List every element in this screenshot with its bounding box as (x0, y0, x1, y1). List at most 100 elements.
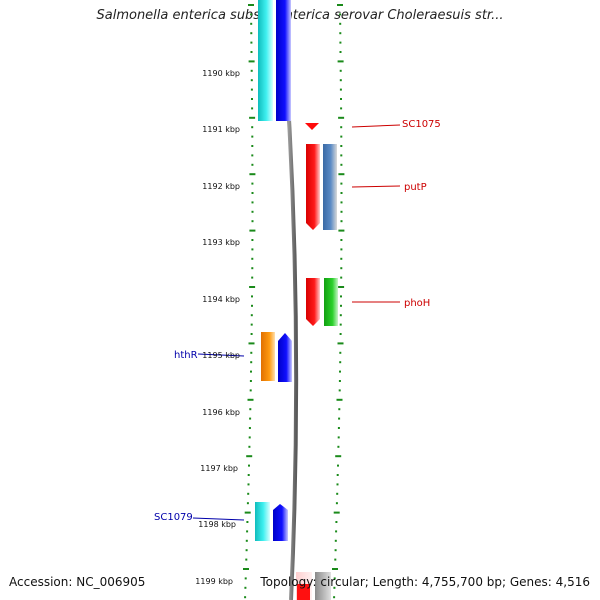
tick-mark (339, 333, 342, 335)
scale-label: 1198 kbp (198, 520, 236, 529)
gene-feature-cyan-1[interactable] (258, 0, 273, 121)
tick-mark (246, 502, 249, 505)
gene-feature-cyan-sc1079[interactable] (255, 502, 270, 541)
tick-track-right (332, 4, 345, 599)
tick-mark (337, 445, 340, 448)
gene-feature-red-bottom[interactable] (297, 584, 310, 600)
gene-label-phoH[interactable]: phoH (404, 298, 430, 309)
tick-mark (250, 32, 253, 35)
tick-mark (339, 69, 342, 72)
tick-mark (250, 314, 253, 317)
gene-feature-red-sc1075[interactable] (305, 123, 319, 130)
tick-mark (334, 549, 337, 552)
tick-mark (333, 586, 336, 589)
gene-label-sc1079[interactable]: SC1079 (154, 512, 193, 523)
tick-mark (334, 558, 337, 561)
tick-mark (333, 596, 336, 599)
scale-label: 1199 kbp (195, 577, 233, 586)
gene-label-sc1075[interactable]: SC1075 (402, 119, 441, 130)
tick-mark (337, 4, 343, 6)
tick-mark (251, 267, 254, 270)
tick-mark (333, 577, 336, 580)
tick-mark (249, 229, 256, 232)
left-strand-features (255, 0, 292, 541)
tick-mark (251, 248, 254, 251)
tick-mark (251, 107, 254, 110)
tick-mark (248, 445, 251, 448)
gene-feature-orange-hthR[interactable] (261, 332, 275, 381)
tick-mark (338, 380, 341, 382)
tick-mark (333, 511, 340, 514)
tick-mark (249, 417, 252, 420)
gene-label-putP[interactable]: putP (404, 182, 427, 193)
tick-mark (248, 4, 254, 6)
tick-mark (339, 323, 342, 326)
tick-mark (244, 586, 247, 589)
tick-mark (339, 361, 342, 364)
scale-label: 1194 kbp (202, 295, 240, 304)
tick-mark (243, 568, 249, 570)
tick-mark (340, 304, 342, 307)
gene-feature-red-phoH[interactable] (306, 278, 320, 326)
tick-mark (340, 163, 343, 166)
tick-mark (340, 276, 343, 279)
gene-feature-steel-1[interactable] (323, 144, 337, 230)
tick-mark (340, 257, 343, 260)
tick-mark (250, 22, 253, 25)
tick-mark (249, 286, 256, 288)
tick-mark (339, 41, 342, 44)
tick-mark (246, 455, 253, 458)
gene-feature-green-1[interactable] (324, 278, 338, 326)
tick-mark (338, 116, 345, 119)
tick-mark (251, 135, 254, 138)
tick-mark (247, 474, 250, 476)
tick-mark (339, 51, 342, 53)
tick-mark (338, 408, 341, 411)
label-connectors (192, 124, 401, 521)
tick-mark (340, 220, 343, 223)
gene-feature-blue-1[interactable] (276, 0, 291, 121)
tick-mark (336, 492, 339, 495)
tick-mark (251, 304, 253, 307)
tick-mark (248, 464, 250, 467)
topology-summary: Topology: circular; Length: 4,755,700 bp… (260, 575, 590, 589)
scale-label: 1197 kbp (200, 464, 238, 473)
tick-mark (251, 295, 253, 298)
tick-mark (339, 13, 342, 16)
scale-label: 1192 kbp (202, 182, 240, 191)
tick-mark (245, 539, 248, 542)
gene-feature-blue-3[interactable] (273, 504, 288, 541)
tick-mark (340, 295, 342, 298)
tick-mark (340, 201, 343, 204)
tick-mark (246, 530, 249, 533)
tick-mark (249, 380, 252, 382)
tick-mark (251, 145, 254, 147)
tick-mark (248, 342, 255, 345)
tick-mark (250, 361, 253, 364)
gene-feature-grey-bottom[interactable] (315, 572, 331, 600)
tick-mark (340, 210, 343, 213)
tick-mark (250, 88, 253, 91)
tick-mark (337, 436, 340, 439)
tick-mark (251, 210, 254, 213)
tick-mark (247, 483, 250, 486)
gene-label-hthR[interactable]: hthR (174, 350, 198, 361)
tick-mark (339, 79, 342, 82)
tick-mark (340, 239, 343, 241)
tick-mark (336, 398, 343, 401)
scale-label: 1191 kbp (202, 125, 240, 134)
tick-mark (251, 201, 254, 204)
gene-feature-blue-2[interactable] (278, 333, 292, 382)
tick-mark (332, 568, 338, 570)
tick-mark (335, 530, 338, 533)
gene-feature-red-putP[interactable] (306, 144, 320, 230)
tick-mark (340, 248, 343, 251)
tick-mark (340, 126, 343, 129)
tick-mark (339, 314, 342, 317)
tick-mark (338, 417, 341, 420)
tick-mark (249, 408, 252, 411)
tick-mark (336, 483, 339, 486)
tick-mark (335, 502, 338, 505)
